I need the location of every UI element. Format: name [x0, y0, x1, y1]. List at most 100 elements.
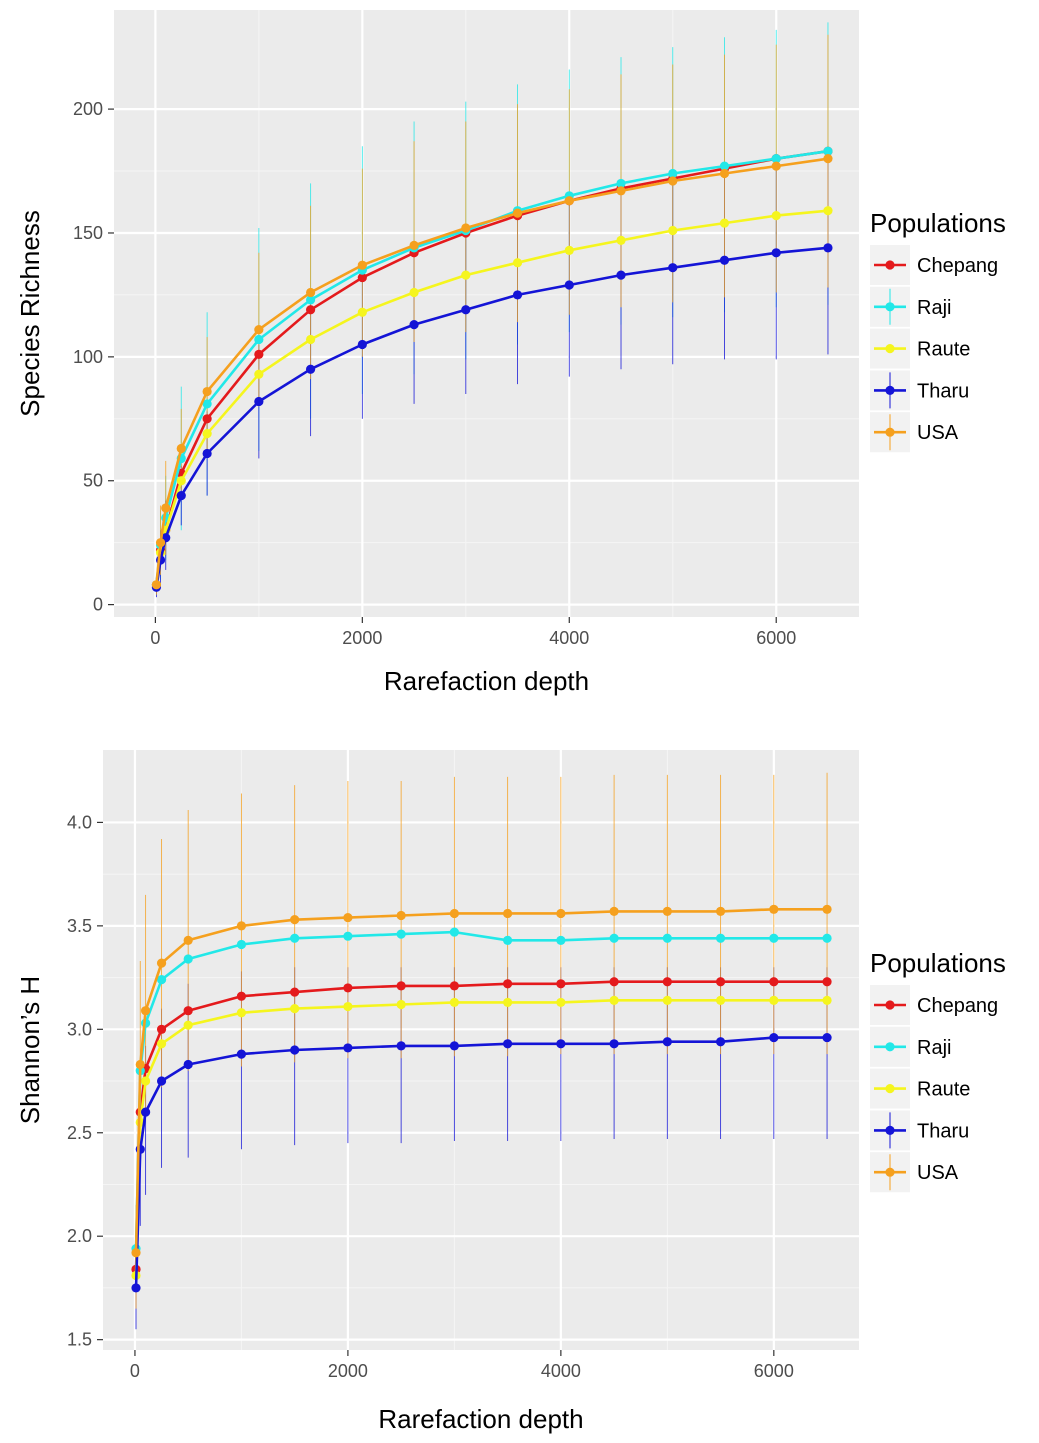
legend-key-chepang	[870, 245, 910, 285]
legend-key-point	[885, 1042, 895, 1052]
data-point-usa	[822, 904, 832, 914]
data-point-raute	[290, 1004, 300, 1014]
data-point-raute	[202, 429, 212, 439]
data-point-raute	[719, 218, 730, 228]
y-tick-label: 2.0	[67, 1226, 92, 1246]
x-axis-title: Rarefaction depth	[384, 666, 589, 696]
data-point-tharu	[290, 1045, 300, 1055]
data-point-usa	[151, 580, 162, 590]
legend-label-chepang: Chepang	[917, 995, 998, 1017]
legend-label-tharu: Tharu	[917, 380, 969, 402]
data-point-chepang	[183, 1006, 193, 1016]
data-point-raute	[156, 1039, 167, 1049]
data-point-usa	[461, 223, 471, 233]
data-point-tharu	[202, 448, 212, 459]
data-point-chepang	[715, 977, 726, 987]
x-tick-label: 0	[130, 1361, 140, 1381]
data-point-raute	[140, 1076, 151, 1086]
data-point-tharu	[668, 263, 678, 273]
x-tick-label: 6000	[756, 628, 796, 648]
legend-title: Populations	[870, 948, 1006, 978]
data-point-usa	[236, 921, 247, 931]
data-point-usa	[343, 912, 353, 923]
data-point-chepang	[156, 1024, 167, 1034]
data-point-usa	[254, 325, 264, 335]
data-point-usa	[183, 935, 193, 945]
data-point-raute	[305, 334, 316, 345]
data-point-raji	[823, 146, 833, 156]
data-point-raji	[202, 399, 212, 409]
data-point-raute	[668, 225, 678, 236]
x-tick-label: 0	[150, 628, 160, 648]
y-tick-label: 50	[83, 471, 103, 491]
data-point-chepang	[305, 305, 316, 315]
data-point-tharu	[719, 255, 730, 265]
x-tick-label: 6000	[754, 1361, 794, 1381]
legend-label-raute: Raute	[917, 1079, 970, 1101]
data-point-tharu	[343, 1043, 353, 1053]
x-tick-label: 2000	[328, 1361, 368, 1381]
legend-label-usa: USA	[917, 422, 959, 444]
plot-panel	[103, 750, 859, 1350]
data-point-raji	[616, 178, 626, 189]
data-point-usa	[616, 186, 626, 196]
legend: Populations Chepang Raji Raute Tharu USA	[870, 208, 1006, 453]
series-raute	[151, 206, 833, 590]
data-point-raute	[343, 1001, 353, 1012]
data-point-usa	[131, 1248, 141, 1258]
data-point-tharu	[512, 290, 523, 300]
data-point-raute	[771, 211, 781, 221]
y-tick-label: 2.5	[67, 1123, 92, 1143]
legend-key-point	[885, 302, 895, 312]
y-tick-label: 3.0	[67, 1019, 92, 1039]
species-richness-chart: 0 2000 4000 6000 0 50 100 150 200 Rarefaction dep…	[15, 10, 1006, 696]
data-point-raji	[715, 933, 726, 943]
data-point-chepang	[357, 272, 367, 283]
data-point-chepang	[769, 977, 779, 987]
data-point-tharu	[662, 1037, 672, 1047]
data-point-tharu	[461, 305, 471, 315]
data-point-usa	[396, 910, 406, 921]
series-usa	[131, 904, 832, 1258]
data-point-chepang	[609, 977, 619, 987]
data-point-usa	[662, 906, 672, 916]
data-point-usa	[715, 906, 726, 916]
series-tharu	[131, 1032, 832, 1293]
data-point-raute	[662, 995, 672, 1005]
data-point-raute	[449, 997, 459, 1008]
data-point-raute	[503, 997, 513, 1008]
data-point-raute	[823, 206, 833, 216]
series-tharu	[151, 243, 833, 592]
legend-key-tharu	[870, 370, 910, 411]
data-point-usa	[769, 904, 779, 914]
data-point-raji	[556, 935, 566, 945]
data-point-chepang	[449, 981, 459, 991]
data-point-chepang	[662, 977, 672, 987]
data-point-raji	[236, 939, 247, 950]
legend-key-point	[885, 1167, 895, 1177]
y-tick-label: 200	[73, 99, 103, 119]
data-point-tharu	[822, 1032, 832, 1043]
data-point-raute	[564, 245, 574, 255]
y-tick-label: 1.5	[67, 1330, 92, 1350]
data-point-raute	[409, 287, 419, 298]
data-point-usa	[503, 908, 513, 919]
data-point-usa	[357, 260, 367, 270]
data-point-raute	[715, 995, 726, 1005]
data-point-tharu	[176, 491, 186, 501]
legend-key-point	[885, 427, 895, 437]
data-point-usa	[556, 908, 566, 919]
series-usa	[151, 154, 833, 590]
legend-key-raji	[870, 1026, 910, 1067]
data-point-chepang	[202, 414, 212, 424]
data-point-tharu	[609, 1039, 619, 1049]
legend-key-point	[885, 344, 895, 354]
data-point-usa	[409, 240, 419, 250]
data-point-tharu	[503, 1039, 513, 1049]
series-raute	[131, 995, 832, 1281]
shannon-chart: 0 2000 4000 6000 1.5 2.0 2.5 3.0 3.5 4.0 Rarefacti…	[15, 750, 1006, 1434]
data-point-tharu	[616, 270, 626, 280]
legend-label-raute: Raute	[917, 339, 970, 361]
data-point-raji	[719, 161, 730, 171]
